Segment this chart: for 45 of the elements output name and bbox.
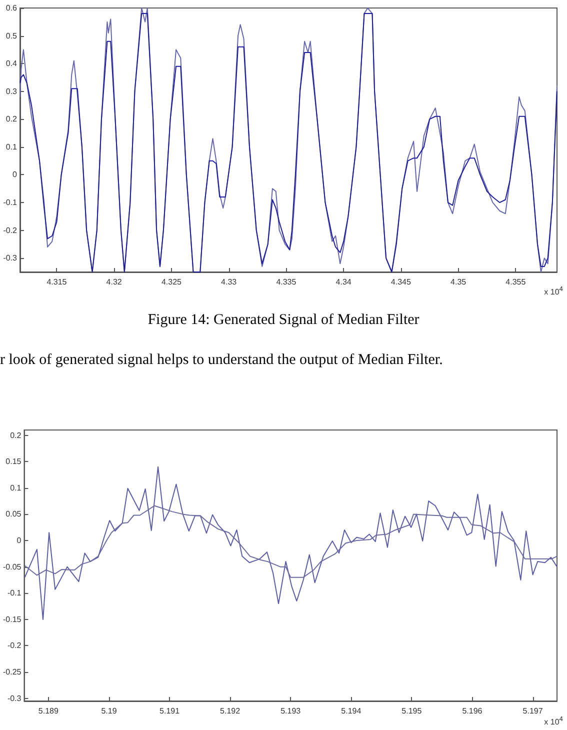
y-tick-label: 0.4 [6,59,18,68]
y-tick-label: 0 [12,170,18,180]
x-tick-label: 5.196 [462,706,483,716]
x-tick-label: 5.195 [402,706,422,716]
x-tick-label: 5.191 [160,706,180,716]
y-tick-label: -0.3 [7,694,22,703]
x-tick-label: 5.19 [101,706,118,716]
x-tick-label: 4.325 [161,278,182,286]
y-tick-label: 0.2 [6,114,18,124]
line-series [24,505,558,578]
x-tick-label: 5.192 [220,706,241,716]
x-axis-title: x 10$^{4}$ [544,715,563,729]
x-tick-label: 5.194 [341,706,362,716]
line-series [24,466,558,620]
y-tick-label: 0.5 [6,31,18,40]
x-tick-label: 4.35 [450,278,467,286]
y-tick-label: 0 [16,536,22,546]
x-tick-label: 5.197 [522,706,544,716]
y-tick-label: 0.3 [6,86,18,96]
x-tick-label: 4.355 [506,278,526,286]
x-tick-label: 4.345 [390,278,412,286]
x-tick-label: 5.189 [38,706,60,716]
y-tick-label: -0.2 [3,226,18,235]
y-tick-label: 0.1 [6,142,18,152]
y-tick-label: -0.25 [3,668,22,677]
y-tick-label: -0.1 [3,198,18,208]
x-tick-label: 4.34 [336,278,352,286]
y-tick-label: 0.05 [6,510,22,519]
x-axis-title: x 10$^{4}$ [544,285,563,299]
y-tick-label: -0.15 [3,614,22,624]
text: r look of generated signal helps to understand the output of Median Filter. [0,352,444,369]
x-tick-label: 4.315 [46,278,68,286]
x-tick-label: 5.193 [280,706,302,716]
y-tick-label: 0.2 [10,430,22,440]
y-tick-label: -0.05 [3,562,22,572]
x-tick-label: 4.33 [221,278,238,286]
x-tick-label: 4.32 [106,278,122,286]
y-tick-label: -0.3 [3,254,18,263]
y-tick-label: -0.2 [7,641,22,650]
y-tick-label: 0.15 [6,457,22,466]
y-tick-label: -0.1 [7,588,22,598]
y-tick-label: 0.1 [10,483,22,492]
x-tick-label: 4.335 [276,278,297,286]
caption: Figure 14: Generated Signal of Median Filter [146,312,420,329]
y-tick-label: 0.6 [6,4,18,12]
